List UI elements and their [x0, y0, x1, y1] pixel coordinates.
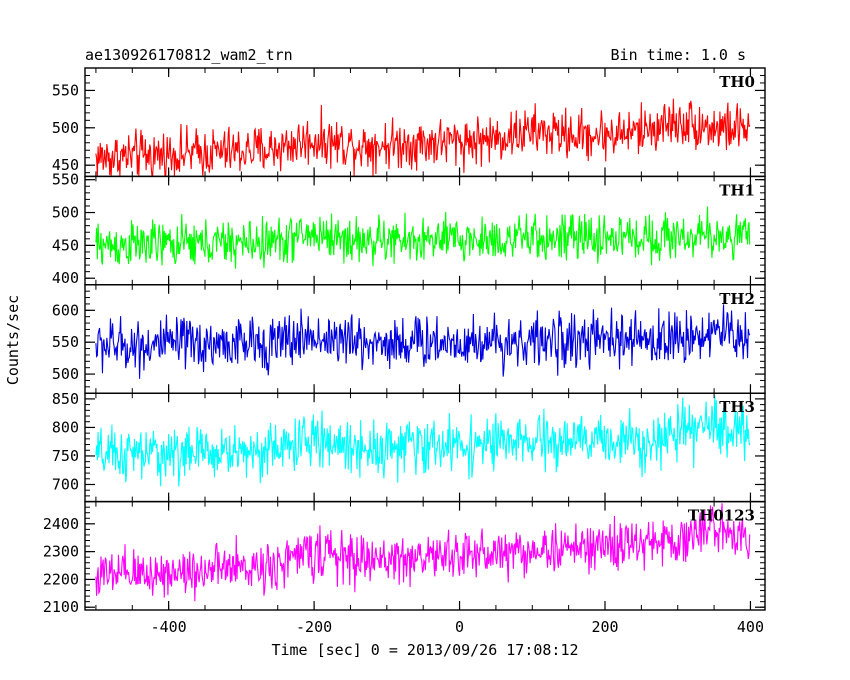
x-tick-label: 0	[455, 618, 464, 636]
series-line-th3	[95, 396, 751, 487]
panel-label: TH0123	[688, 507, 755, 525]
series-line-th0123	[95, 503, 751, 602]
x-tick-label: -200	[296, 618, 332, 636]
y-tick-label: 2100	[43, 598, 79, 616]
panel-th2: 500 550 600 TH2	[52, 284, 766, 394]
panel-label: TH0	[719, 73, 755, 91]
panel-frame	[84, 500, 766, 611]
y-tick-label: 500	[52, 204, 79, 222]
x-tick-label: -400	[151, 618, 187, 636]
y-tick-label: 850	[52, 390, 79, 408]
panel-label: TH3	[719, 398, 755, 416]
y-tick-label: 400	[52, 269, 79, 287]
bin-time-label: Bin time: 1.0 s	[611, 46, 746, 64]
series-line-th2	[95, 304, 751, 379]
x-tick-label: 200	[591, 618, 618, 636]
panel-th1: 400 450 500 550 TH1	[52, 171, 766, 287]
chart-title: ae130926170812_wam2_trn	[85, 46, 293, 64]
y-tick-label: 500	[52, 119, 79, 137]
y-tick-label: 750	[52, 447, 79, 465]
series-line-th0	[95, 98, 751, 178]
y-tick-label: 700	[52, 475, 79, 493]
x-tick-label: 400	[737, 618, 764, 636]
panel-th3: 700 750 800 850 TH3	[52, 390, 766, 503]
panel-th0123: 2100 2200 2300 2400 TH0123	[43, 500, 766, 616]
panel-th0: 450 500 550 TH0	[52, 67, 766, 178]
panel-label: TH1	[719, 181, 755, 199]
y-tick-label: 2300	[43, 543, 79, 561]
y-tick-label: 800	[52, 418, 79, 436]
x-axis: -400 -200 0 200 400	[151, 618, 764, 636]
y-tick-label: 550	[52, 81, 79, 99]
panels-group: 450 500 550 TH0 400 450 500 550 TH1 500 550 600 TH2 7…	[43, 67, 766, 616]
y-tick-label: 550	[52, 171, 79, 189]
y-axis-label: Counts/sec	[4, 295, 22, 385]
x-axis-label: Time [sec] 0 = 2013/09/26 17:08:12	[271, 641, 578, 659]
series-line-th1	[95, 206, 751, 269]
panel-label: TH2	[719, 290, 755, 308]
y-tick-label: 2400	[43, 515, 79, 533]
y-tick-label: 2200	[43, 570, 79, 588]
y-tick-label: 450	[52, 156, 79, 174]
y-tick-label: 450	[52, 236, 79, 254]
y-tick-label: 550	[52, 333, 79, 351]
y-tick-label: 500	[52, 365, 79, 383]
y-tick-label: 600	[52, 301, 79, 319]
panel-frame	[84, 67, 766, 178]
